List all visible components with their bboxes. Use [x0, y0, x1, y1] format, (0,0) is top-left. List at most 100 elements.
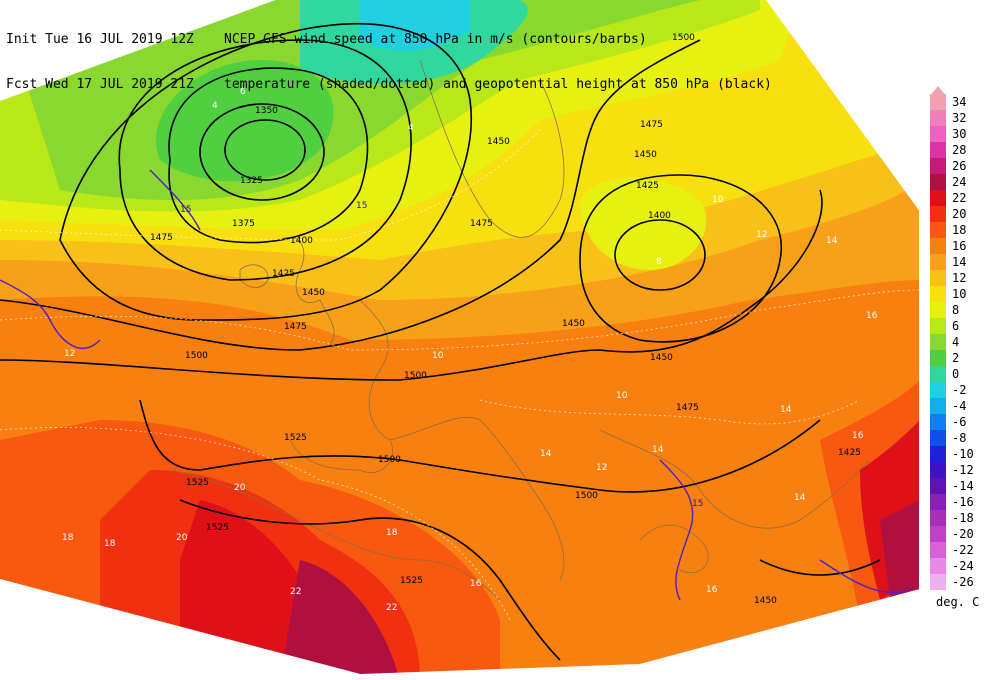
- legend-tick-label: 24: [952, 175, 967, 189]
- header-row-1: Init Tue 16 JUL 2019 12Z NCEP GFS wind sp…: [6, 32, 772, 47]
- legend-arrow-icon: [930, 86, 946, 96]
- height-label: 1475: [470, 219, 493, 229]
- geopotential-contours: [0, 23, 881, 661]
- temperature-label: 20: [234, 483, 246, 493]
- wind-speed-labels: 15 15 15: [180, 201, 703, 509]
- wind-label: 15: [180, 205, 191, 215]
- legend-tick-label: -18: [952, 511, 974, 525]
- height-label: 1500: [378, 455, 401, 465]
- temperature-label: 22: [290, 587, 301, 597]
- legend-swatch: [930, 334, 946, 350]
- legend-tick-label: 2: [952, 351, 960, 365]
- legend-swatch: [930, 142, 946, 158]
- legend-tick-label: 30: [952, 127, 967, 141]
- legend-swatch: [930, 366, 946, 382]
- temperature-label: 14: [826, 236, 838, 246]
- height-label: 1525: [206, 523, 229, 533]
- legend-tick-label: 12: [952, 271, 967, 285]
- legend-tick-label: -16: [952, 495, 974, 509]
- legend-swatch: [930, 302, 946, 318]
- legend-swatch: [930, 158, 946, 174]
- temperature-label: 12: [596, 463, 607, 473]
- height-label: 1400: [648, 211, 671, 221]
- height-label: 1525: [186, 478, 209, 488]
- map-edge: [0, 0, 920, 675]
- temperature-label: 18: [104, 539, 116, 549]
- legend-swatch: [930, 430, 946, 446]
- height-label: 1425: [272, 269, 295, 279]
- temperature-labels: 6 4 4 10 8 12 12 10 14 16 14 16 18 18 20…: [62, 87, 878, 613]
- legend-swatch: [930, 494, 946, 510]
- fcst-label: Fcst: [6, 77, 38, 92]
- temperature-contours: [0, 129, 920, 621]
- height-label: 1400: [290, 236, 313, 246]
- legend-tick-label: -22: [952, 543, 974, 557]
- height-label: 1500: [404, 371, 427, 381]
- legend-tick-label: 32: [952, 111, 967, 125]
- wind-label: 15: [356, 201, 367, 211]
- height-label: 1475: [150, 233, 173, 243]
- legend-tick-label: -10: [952, 447, 974, 461]
- legend-swatch: [930, 174, 946, 190]
- legend-tick-label: -26: [952, 575, 974, 589]
- legend-tick-label: 20: [952, 207, 967, 221]
- legend-swatch: [930, 94, 946, 110]
- legend-tick-label: -4: [952, 399, 967, 413]
- height-label: 1475: [676, 403, 699, 413]
- header: Init Tue 16 JUL 2019 12Z NCEP GFS wind sp…: [6, 2, 772, 107]
- temperature-label: 12: [64, 349, 75, 359]
- color-legend: 34 32 30 28 26 24 22 20 18 16 14 12 10 8 6 4 2 0 -2 -4 -6 -8-…: [924, 86, 1000, 606]
- legend-swatch: [930, 462, 946, 478]
- legend-tick-label: -20: [952, 527, 974, 541]
- legend-tick-label: 14: [952, 255, 967, 269]
- temperature-label: 14: [652, 445, 664, 455]
- legend-swatch: [930, 350, 946, 366]
- legend-swatch: [930, 446, 946, 462]
- legend-swatch: [930, 126, 946, 142]
- height-label: 1425: [636, 181, 659, 191]
- legend-tick-label: -24: [952, 559, 974, 573]
- init-label: Init: [6, 32, 38, 47]
- temperature-label: 10: [432, 351, 444, 361]
- legend-swatch: [930, 574, 946, 590]
- temperature-label: 10: [616, 391, 628, 401]
- temperature-label: 16: [706, 585, 718, 595]
- legend-swatch: [930, 190, 946, 206]
- temperature-label: 10: [712, 195, 724, 205]
- height-label: 1325: [240, 176, 263, 186]
- legend-swatch: [930, 286, 946, 302]
- legend-tick-label: 18: [952, 223, 967, 237]
- height-label: 1475: [640, 120, 663, 130]
- legend-tick-label: 22: [952, 191, 967, 205]
- temperature-label: 16: [852, 431, 864, 441]
- height-label: 1375: [232, 219, 255, 229]
- title-line-2: temperature (shaded/dotted) and geopoten…: [224, 77, 772, 92]
- legend-tick-label: -12: [952, 463, 974, 477]
- legend-swatch: [930, 526, 946, 542]
- wind-label: 15: [692, 499, 703, 509]
- height-label: 1525: [400, 576, 423, 586]
- legend-tick-label: -8: [952, 431, 967, 445]
- height-label: 1500: [575, 491, 598, 501]
- legend-swatch: [930, 238, 946, 254]
- height-label: 1500: [672, 33, 695, 43]
- legend-tick-label: 16: [952, 239, 967, 253]
- height-label: 1450: [487, 137, 510, 147]
- header-row-2: Fcst Wed 17 JUL 2019 21Z temperature (sha…: [6, 77, 772, 92]
- legend-swatch: [930, 254, 946, 270]
- legend-tick-label: 26: [952, 159, 967, 173]
- temperature-label: 8: [656, 257, 662, 267]
- temperature-label: 16: [470, 579, 482, 589]
- legend-swatch: [930, 206, 946, 222]
- legend-tick-label: 28: [952, 143, 967, 157]
- legend-swatch: [930, 398, 946, 414]
- height-label: 1450: [562, 319, 585, 329]
- temperature-label: 12: [756, 230, 767, 240]
- legend-swatch: [930, 222, 946, 238]
- height-labels: 1500 1475 1450 1425 1400 1375 1350 1325 …: [150, 33, 861, 606]
- legend-tick-label: -14: [952, 479, 974, 493]
- legend-tick-label: 6: [952, 319, 960, 333]
- temperature-label: 18: [62, 533, 74, 543]
